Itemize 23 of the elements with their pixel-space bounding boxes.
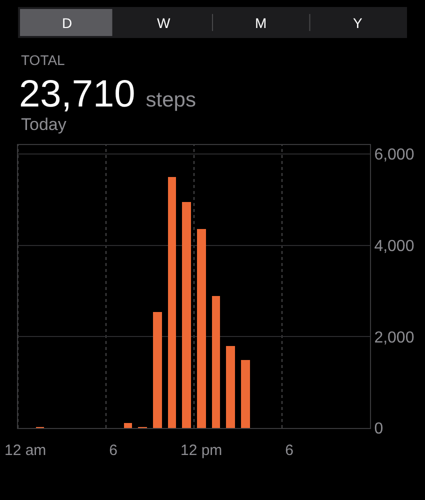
text: M: [255, 15, 267, 31]
y-tick-label: 0: [374, 420, 384, 438]
x-tick-label: 12 am: [4, 442, 46, 459]
x-tick-label: 12 pm: [180, 442, 222, 459]
bar: [182, 202, 191, 428]
x-tick-label: 6: [285, 442, 294, 459]
chart-subtitle: Today: [21, 115, 67, 134]
bar: [153, 312, 162, 428]
text: Y: [353, 15, 363, 31]
bar: [241, 360, 250, 428]
y-tick-label: 6,000: [374, 146, 414, 164]
text: W: [157, 15, 171, 31]
text: D: [62, 15, 72, 31]
bar: [168, 177, 176, 428]
chart-title: 23,710 steps: [19, 73, 196, 116]
bar: [197, 229, 206, 428]
x-tick-label: 6: [109, 442, 118, 459]
y-tick-label: 2,000: [374, 329, 414, 346]
bar: [226, 346, 235, 428]
y-tick-label: 4,000: [374, 238, 414, 256]
text: TOTAL: [21, 52, 66, 68]
bar: [212, 296, 220, 428]
bar: [124, 423, 132, 428]
